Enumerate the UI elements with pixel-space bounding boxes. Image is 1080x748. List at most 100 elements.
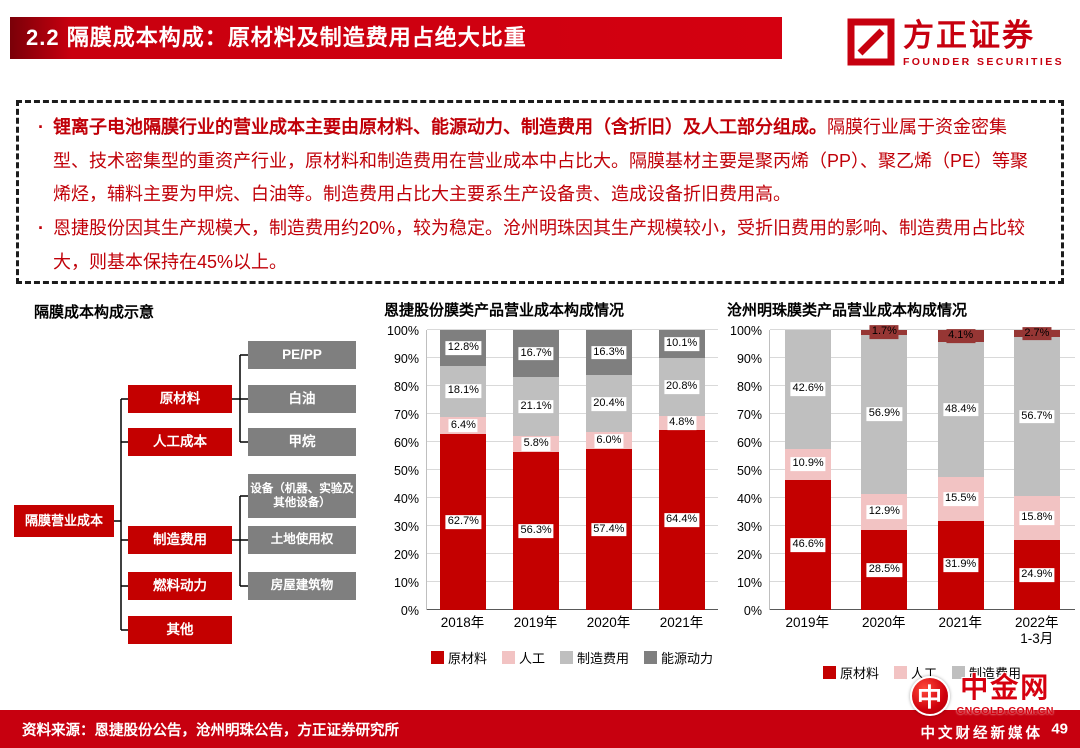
bar-segment: 1.7% (861, 325, 908, 340)
data-label: 4.8% (667, 416, 697, 430)
gridline (770, 497, 1075, 498)
data-label: 20.4% (591, 397, 627, 411)
chart2-plot-area: 46.6% 10.9% 42.6% 28.5% 12.9% 56.9% 1.7% 31.9% 1… (769, 325, 1075, 610)
data-label: 62.7% (445, 515, 481, 530)
gridline (770, 329, 1075, 330)
legend-label: 制造费用 (577, 650, 630, 666)
bar-segment-原材料: 57.4% (585, 449, 632, 610)
stacked-bar: 31.9% 15.5% 48.4% 4.1% (937, 329, 984, 610)
legend-item-能源动力: 能源动力 (644, 648, 713, 667)
bar-segment: 4.1% (937, 329, 984, 343)
stacked-bar: 56.3% 5.8% 21.1% 16.7% (513, 330, 560, 610)
gridline (770, 413, 1075, 414)
bar-segment-能源动力: 10.1% (658, 329, 705, 359)
gridline (427, 441, 718, 442)
node-buildings: 房屋建筑物 (248, 572, 356, 600)
legend-swatch (501, 650, 515, 664)
diagram-connector-lines (114, 354, 248, 631)
data-label: 15.5% (943, 492, 979, 506)
data-label: 18.1% (445, 384, 481, 399)
watermark-tagline: 中文财经新媒体 (920, 726, 1043, 742)
node-land-use-right: 土地使用权 (248, 526, 356, 554)
data-label: 6.0% (594, 434, 624, 448)
summary-list: 锂离子电池隔膜行业的营业成本主要由原材料、能源动力、制造费用（含折旧）及人工部分… (33, 111, 1041, 279)
gridline (770, 357, 1075, 358)
y-tick: 10% (393, 576, 419, 590)
y-tick: 50% (393, 464, 419, 478)
data-label: 6.4% (448, 418, 478, 433)
node-raw-material: 原材料 (128, 385, 232, 413)
gridline (770, 553, 1075, 554)
y-tick: 80% (393, 380, 419, 394)
data-label: 10.9% (790, 457, 826, 472)
brand-name: 方正证券 (902, 18, 1035, 53)
y-tick: 90% (393, 352, 419, 366)
bar-segment-人工: 6.4% (440, 416, 487, 435)
data-label: 42.6% (790, 382, 826, 397)
bar-segment-人工: 15.8% (1013, 496, 1060, 541)
chart1-plot-area: 62.7% 6.4% 18.1% 12.8% 56.3% 5.8% 21.1% 16.7% 57… (426, 329, 718, 610)
page-number: 49 (1051, 720, 1068, 738)
y-tick: 80% (736, 380, 762, 394)
legend-label: 制造费用 (969, 666, 1022, 682)
node-total-cost: 隔膜营业成本 (14, 505, 114, 537)
legend-swatch (644, 650, 658, 664)
data-label: 56.9% (866, 407, 902, 422)
gridline (427, 497, 718, 498)
gridline (770, 441, 1075, 442)
gridline (427, 581, 718, 582)
legend-item-制造费用: 制造费用 (952, 663, 1021, 682)
legend-label: 原材料 (839, 666, 879, 682)
bar-segment-人工: 5.8% (513, 436, 560, 453)
watermark-domain: CNGOLD.COM.CN (956, 705, 1054, 717)
bar-segment-原材料: 62.7% (440, 434, 487, 610)
watermark-name: 中金网 (960, 672, 1051, 703)
data-label: 4.1% (946, 329, 976, 343)
legend-swatch (893, 666, 907, 680)
stacked-bar: 24.9% 15.8% 56.7% 2.7% (1013, 326, 1060, 610)
legend-swatch (822, 666, 836, 680)
y-tick: 0% (743, 604, 762, 618)
bar-segment-原材料: 64.4% (658, 429, 705, 610)
legend-label: 人工 (518, 650, 545, 666)
x-axis-label: 2018年 (440, 615, 485, 630)
bullet1-lead-text: 锂离子电池隔膜行业的营业成本主要由原材料、能源动力、制造费用（含折旧）及人工部分… (53, 117, 827, 137)
bar-segment-能源动力: 16.3% (585, 329, 632, 376)
data-label: 57.4% (591, 522, 627, 537)
page-title: 2.2 隔膜成本构成：原材料及制造费用占绝大比重 (10, 17, 782, 59)
chart1-x-axis-labels: 2018年 2019年 2020年 2021年 (426, 615, 718, 631)
y-tick: 40% (393, 492, 419, 506)
bar-segment-原材料: 46.6% (785, 479, 832, 610)
summary-bullet-2: 恩捷股份因其生产规模大，制造费用约20%，较为稳定。沧州明珠因其生产规模较小，受… (33, 212, 1041, 279)
data-label: 56.3% (518, 524, 554, 539)
gridline (770, 581, 1075, 582)
y-tick: 60% (736, 436, 762, 450)
bar-segment-人工: 6.0% (585, 432, 632, 450)
bar-segment-人工: 12.9% (861, 494, 908, 531)
node-white-oil: 白油 (248, 385, 356, 413)
gridline (770, 469, 1075, 470)
stacked-bar: 46.6% 10.9% 42.6% (785, 329, 832, 610)
bar-segment-原材料: 24.9% (1013, 540, 1060, 610)
founder-securities-logo-icon (847, 18, 895, 66)
x-axis-label: 2020年 (586, 615, 631, 630)
data-label: 64.4% (664, 512, 700, 527)
legend-swatch (430, 650, 444, 664)
chart1-legend: 原材料 人工 制造费用 能源动力 (426, 648, 718, 667)
bar-segment-制造费用: 42.6% (785, 329, 832, 450)
x-axis-label: 2021年 (659, 615, 704, 630)
data-label: 12.9% (866, 505, 902, 520)
chart2-y-axis: 0% 10% 20% 30% 40% 50% 60% 70% 80% 90% 100% (727, 324, 769, 618)
diagram-title: 隔膜成本构成示意 (34, 304, 155, 321)
data-label: 15.8% (1019, 511, 1055, 526)
chart1-y-axis: 0% 10% 20% 30% 40% 50% 60% 70% 80% 90% 100% (384, 324, 426, 618)
bar-segment-原材料: 56.3% (513, 452, 560, 610)
chart-enjie-cost-structure: 恩捷股份膜类产品营业成本构成情况 0% 10% 20% 30% 40% 50% 60% 70%… (384, 299, 718, 667)
data-label: 24.9% (1019, 568, 1055, 583)
x-axis-label: 2019年 (785, 615, 830, 630)
y-tick: 20% (393, 548, 419, 562)
cngold-logo-icon: 中 (909, 675, 950, 716)
summary-box: 锂离子电池隔膜行业的营业成本主要由原材料、能源动力、制造费用（含折旧）及人工部分… (16, 100, 1064, 284)
gridline (770, 525, 1075, 526)
